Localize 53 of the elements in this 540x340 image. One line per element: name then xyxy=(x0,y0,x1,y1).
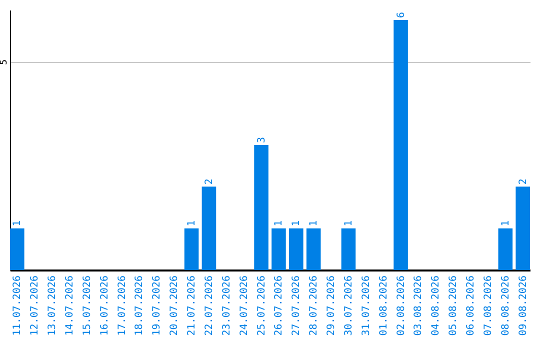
data-label: 1 xyxy=(308,220,320,226)
data-label: 1 xyxy=(12,220,24,226)
data-label: 1 xyxy=(291,220,302,226)
data-label: 1 xyxy=(500,220,512,226)
bar xyxy=(341,228,356,270)
x-tick-label: 15.07.2026 xyxy=(82,276,93,336)
data-label: 1 xyxy=(274,220,285,226)
bar xyxy=(272,228,286,270)
data-label: 3 xyxy=(256,136,268,143)
bar xyxy=(202,186,216,270)
bar xyxy=(498,228,513,270)
data-label: 1 xyxy=(343,220,354,226)
x-tick-label: 05.08.2026 xyxy=(448,276,460,336)
x-tick-label: 24.07.2026 xyxy=(238,276,250,336)
x-tick-label: 26.07.2026 xyxy=(274,276,285,336)
x-tick-label: 07.08.2026 xyxy=(482,276,494,336)
bar xyxy=(254,145,268,270)
x-tick-label: 31.07.2026 xyxy=(360,276,372,336)
y-tick-label: 5 xyxy=(0,59,10,65)
x-tick-label: 06.08.2026 xyxy=(466,276,477,336)
x-tick-label: 14.07.2026 xyxy=(64,276,76,336)
bar xyxy=(516,186,530,270)
bar xyxy=(306,228,321,270)
x-tick-label: 20.07.2026 xyxy=(169,276,180,336)
x-tick-label: 02.08.2026 xyxy=(396,276,407,336)
data-label: 6 xyxy=(396,12,407,18)
data-label: 1 xyxy=(186,220,198,226)
x-tick-label: 17.07.2026 xyxy=(116,276,128,336)
x-tick-label: 18.07.2026 xyxy=(134,276,146,336)
x-tick-label: 27.07.2026 xyxy=(291,276,302,336)
x-tick-label: 09.08.2026 xyxy=(518,276,529,336)
x-tick-label: 19.07.2026 xyxy=(152,276,163,336)
x-tick-label: 23.07.2026 xyxy=(221,276,232,336)
bar xyxy=(289,228,304,270)
x-tick-label: 29.07.2026 xyxy=(326,276,338,336)
x-tick-label: 11.07.2026 xyxy=(12,276,24,336)
x-tick-label: 30.07.2026 xyxy=(343,276,354,336)
data-label: 2 xyxy=(518,178,529,185)
x-tick-label: 03.08.2026 xyxy=(413,276,424,336)
x-tick-label: 04.08.2026 xyxy=(430,276,442,336)
x-tick-label: 25.07.2026 xyxy=(256,276,268,336)
bar xyxy=(184,228,199,270)
bar xyxy=(394,20,408,270)
x-tick-label: 21.07.2026 xyxy=(186,276,198,336)
x-tick-label: 12.07.2026 xyxy=(30,276,41,336)
x-tick-label: 01.08.2026 xyxy=(378,276,390,336)
data-label: 2 xyxy=(204,178,215,185)
x-tick-label: 13.07.2026 xyxy=(47,276,58,336)
x-tick-label: 08.08.2026 xyxy=(500,276,512,336)
x-tick-label: 22.07.2026 xyxy=(204,276,215,336)
x-tick-label: 28.07.2026 xyxy=(308,276,320,336)
bar xyxy=(10,228,24,270)
x-tick-label: 16.07.2026 xyxy=(99,276,110,336)
